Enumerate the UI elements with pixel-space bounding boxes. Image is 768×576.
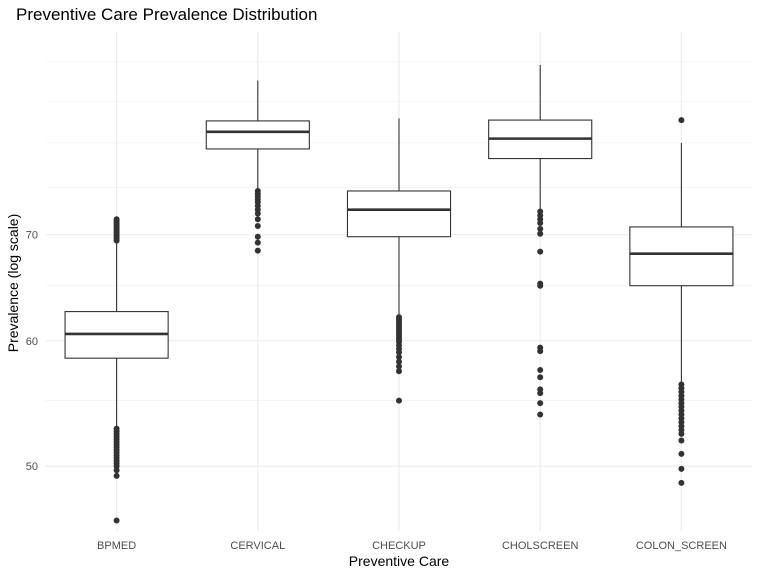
- y-axis-title: Prevalence (log scale): [5, 214, 21, 353]
- y-axis-ticks: 50 60 70: [26, 230, 38, 473]
- x-axis-title: Preventive Care: [349, 553, 450, 569]
- x-tick-label: COLON_SCREEN: [636, 540, 727, 552]
- x-tick-label: BPMED: [97, 540, 136, 552]
- outlier-point: [113, 517, 120, 524]
- outlier-point: [396, 353, 402, 360]
- outlier-point: [537, 400, 544, 407]
- box-group: [629, 117, 734, 486]
- box-group: [346, 118, 452, 404]
- outlier-point: [113, 463, 120, 470]
- y-tick-label: 70: [26, 230, 38, 242]
- outlier-point: [537, 348, 544, 355]
- outlier-point: [678, 437, 685, 444]
- box-group: [488, 64, 593, 418]
- iqr-box: [346, 190, 452, 238]
- outlier-point: [254, 216, 261, 223]
- box-layer: [64, 64, 734, 524]
- y-tick-label: 60: [26, 336, 38, 348]
- x-tick-label: CHOLSCREEN: [502, 540, 578, 552]
- outlier-point: [396, 349, 402, 356]
- outlier-point: [537, 282, 544, 289]
- outlier-point: [396, 397, 402, 404]
- box-group: [64, 216, 169, 524]
- outlier-point: [537, 220, 544, 227]
- outlier-point: [678, 430, 685, 437]
- outlier-point: [537, 390, 544, 397]
- outlier-point: [254, 239, 261, 246]
- iqr-box: [629, 226, 734, 287]
- chart-title: Preventive Care Prevalence Distribution: [16, 5, 317, 24]
- outlier-point: [113, 472, 120, 479]
- x-tick-label: CHECKUP: [372, 540, 426, 552]
- iqr-box: [205, 120, 310, 150]
- x-axis-ticks: BPMED CERVICAL CHECKUP CHOLSCREEN COLON_SCRE…: [97, 540, 727, 552]
- outlier-point: [396, 363, 402, 370]
- outlier-point: [678, 450, 685, 457]
- box-group: [205, 80, 310, 254]
- outlier-point: [396, 368, 402, 375]
- outlier-point: [678, 479, 685, 486]
- outlier-point: [537, 367, 544, 374]
- outlier-point: [537, 230, 544, 237]
- outlier-point: [537, 374, 544, 381]
- outlier-point: [113, 237, 120, 244]
- outlier-point: [537, 411, 544, 418]
- outlier-point: [678, 465, 685, 472]
- outlier-point: [113, 467, 120, 474]
- outlier-point: [254, 210, 261, 217]
- y-tick-label: 50: [26, 461, 38, 473]
- outlier-point: [254, 233, 261, 240]
- outlier-point: [537, 225, 544, 232]
- outlier-point: [396, 358, 402, 365]
- outlier-point: [254, 247, 261, 254]
- x-tick-label: CERVICAL: [230, 540, 285, 552]
- outlier-point: [537, 248, 544, 255]
- outlier-point: [254, 222, 261, 229]
- outlier-point: [678, 117, 685, 124]
